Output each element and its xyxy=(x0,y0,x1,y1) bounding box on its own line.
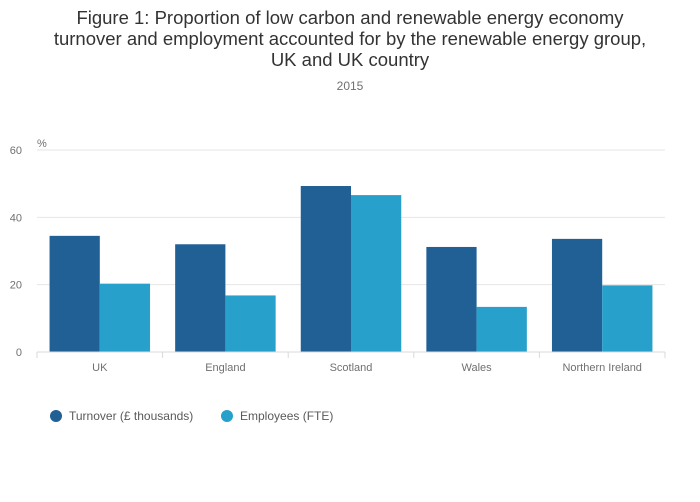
legend: Turnover (£ thousands) Employees (FTE) xyxy=(50,409,333,423)
y-tick-label: 60 xyxy=(10,145,22,157)
bar[interactable] xyxy=(175,244,226,352)
legend-label: Turnover (£ thousands) xyxy=(69,409,193,423)
bar[interactable] xyxy=(476,306,527,352)
y-tick-label: 0 xyxy=(16,347,22,359)
chart-subtitle: 2015 xyxy=(337,79,364,93)
bar[interactable] xyxy=(49,235,100,352)
chart-title: Figure 1: Proportion of low carbon and r… xyxy=(54,7,646,70)
bar[interactable] xyxy=(300,186,351,352)
y-axis-unit-label: % xyxy=(37,138,47,150)
x-tick-label: Wales xyxy=(462,362,493,374)
chart-title-line-1: Figure 1: Proportion of low carbon and r… xyxy=(76,7,624,28)
x-tick-label: Northern Ireland xyxy=(562,362,642,374)
x-tick-label: England xyxy=(205,362,245,374)
y-tick-label: 40 xyxy=(10,212,22,224)
bar[interactable] xyxy=(551,238,603,352)
x-tick-label: UK xyxy=(92,362,108,374)
x-tick-label: Scotland xyxy=(330,362,373,374)
bar[interactable] xyxy=(426,246,477,352)
legend-marker xyxy=(50,410,62,422)
bar[interactable] xyxy=(99,283,151,352)
bar[interactable] xyxy=(351,195,402,352)
legend-item[interactable]: Turnover (£ thousands) xyxy=(50,409,193,423)
bar[interactable] xyxy=(225,295,276,352)
bar[interactable] xyxy=(602,285,653,352)
legend-item[interactable]: Employees (FTE) xyxy=(221,409,333,423)
x-axis: UK England Scotland Wales Northern Ireland xyxy=(36,351,666,374)
chart-title-line-3: UK and UK country xyxy=(271,49,430,70)
legend-label: Employees (FTE) xyxy=(240,409,333,423)
bars xyxy=(49,186,653,352)
y-tick-label: 20 xyxy=(10,280,22,292)
chart-title-line-2: turnover and employment accounted for by… xyxy=(54,28,646,49)
legend-marker xyxy=(221,410,233,422)
